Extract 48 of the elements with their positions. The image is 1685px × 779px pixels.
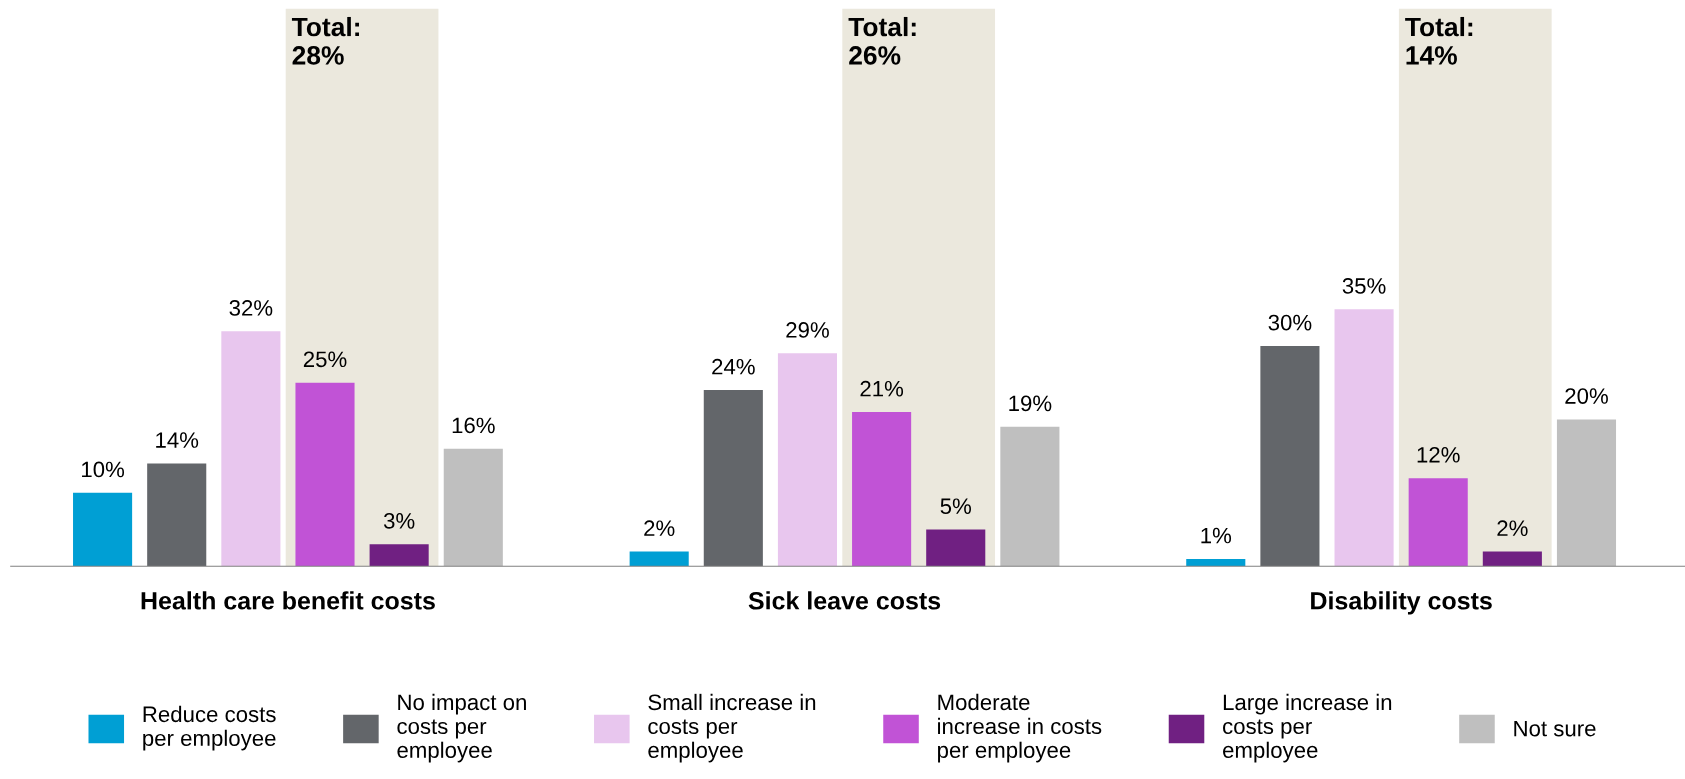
bar: [221, 331, 281, 567]
legend-label: Reduce costs per employee: [143, 705, 276, 751]
bar: [147, 463, 207, 567]
data-label: 16%: [452, 417, 495, 434]
bar: [1186, 558, 1246, 567]
data-label: 12%: [1417, 446, 1460, 463]
bar: [1334, 309, 1394, 567]
legend-label: Moderate increase in costs per employee: [938, 693, 1102, 763]
band-label: Total: 14%: [1405, 16, 1473, 65]
data-label: 14%: [156, 432, 199, 448]
legend-label: No impact on costs per employee: [397, 693, 526, 763]
data-label: 1%: [1201, 527, 1232, 544]
data-label: 30%: [1268, 314, 1312, 331]
data-label: 24%: [712, 358, 755, 375]
data-label: 25%: [303, 351, 347, 368]
bar: [1000, 426, 1060, 567]
bar: [295, 382, 355, 567]
bar: [73, 492, 133, 567]
data-label: 10%: [82, 461, 125, 478]
band-label: Total: 26%: [848, 16, 916, 65]
data-label: 3%: [383, 512, 415, 529]
data-label: 2%: [644, 520, 675, 536]
data-label: 5%: [940, 498, 972, 515]
bar: [369, 544, 429, 567]
data-label: 20%: [1565, 388, 1608, 404]
bar: [629, 551, 689, 567]
legend-label: Large increase in costs per employee: [1223, 693, 1392, 763]
bar: [852, 412, 912, 567]
x-tick-label: Health care benefit costs: [141, 591, 435, 610]
data-label: 2%: [1497, 520, 1528, 536]
x-tick-label: Disability costs: [1311, 591, 1492, 615]
data-label: 35%: [1342, 278, 1386, 294]
data-label: 21%: [860, 380, 904, 397]
data-label: 32%: [229, 300, 273, 316]
data-label: 29%: [786, 322, 829, 338]
bar: [703, 390, 763, 567]
bar: [777, 353, 838, 567]
bar: [1482, 551, 1542, 567]
bar: [443, 448, 503, 567]
bar: [1408, 478, 1468, 567]
bar: [1556, 419, 1617, 567]
legend-label: Small increase in costs per employee: [648, 693, 816, 763]
bar: [926, 529, 986, 567]
bar: [1260, 345, 1320, 567]
data-label: 19%: [1009, 395, 1052, 412]
x-tick-label: Sick leave costs: [748, 591, 941, 610]
band-label: Total: 28%: [291, 16, 359, 65]
legend-label: Not sure: [1514, 720, 1596, 737]
